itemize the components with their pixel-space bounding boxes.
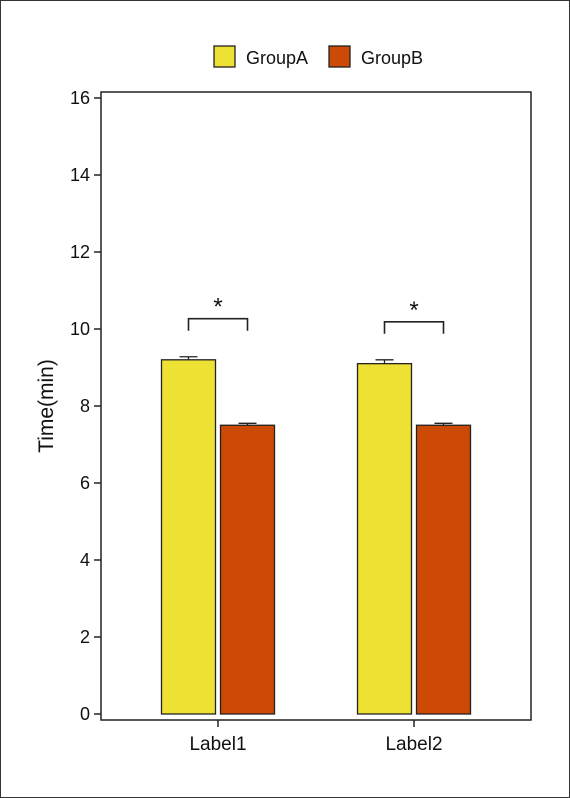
y-tick-label: 14: [70, 165, 90, 185]
significance-bracket: [187, 317, 249, 331]
x-tick-label: Label2: [385, 734, 442, 755]
y-tick-label: 2: [80, 627, 90, 647]
legend: GroupA GroupB: [213, 45, 423, 68]
y-tick-label: 0: [80, 704, 90, 724]
legend-swatch-GroupA: [213, 45, 236, 68]
bar-GroupB-Label1: [219, 424, 276, 715]
y-tick-label: 8: [80, 396, 90, 416]
y-axis-title: Time(min): [35, 359, 58, 453]
bars: [160, 356, 472, 715]
significance-marker: *: [213, 294, 222, 321]
bar-GroupB-Label2: [415, 424, 472, 715]
legend-label-GroupA: GroupA: [246, 48, 308, 68]
y-tick-label: 16: [70, 88, 90, 108]
bar-GroupA-Label2: [356, 362, 413, 715]
y-tick-label: 12: [70, 242, 90, 262]
y-tick-label: 6: [80, 473, 90, 493]
significance-marker: *: [409, 297, 418, 324]
significance-annotations: * *: [187, 294, 445, 334]
x-tick-label: Label1: [189, 734, 246, 755]
y-tick-label: 10: [70, 319, 90, 339]
legend-swatch-GroupB: [328, 45, 351, 68]
bar-GroupA-Label1: [160, 359, 217, 715]
x-axis: Label1 Label2: [189, 720, 443, 755]
legend-label-GroupB: GroupB: [361, 48, 423, 68]
y-axis: 0 2 4 6 8 10 12 14 16: [70, 88, 101, 724]
y-tick-label: 4: [80, 550, 90, 570]
significance-bracket: [383, 321, 445, 334]
